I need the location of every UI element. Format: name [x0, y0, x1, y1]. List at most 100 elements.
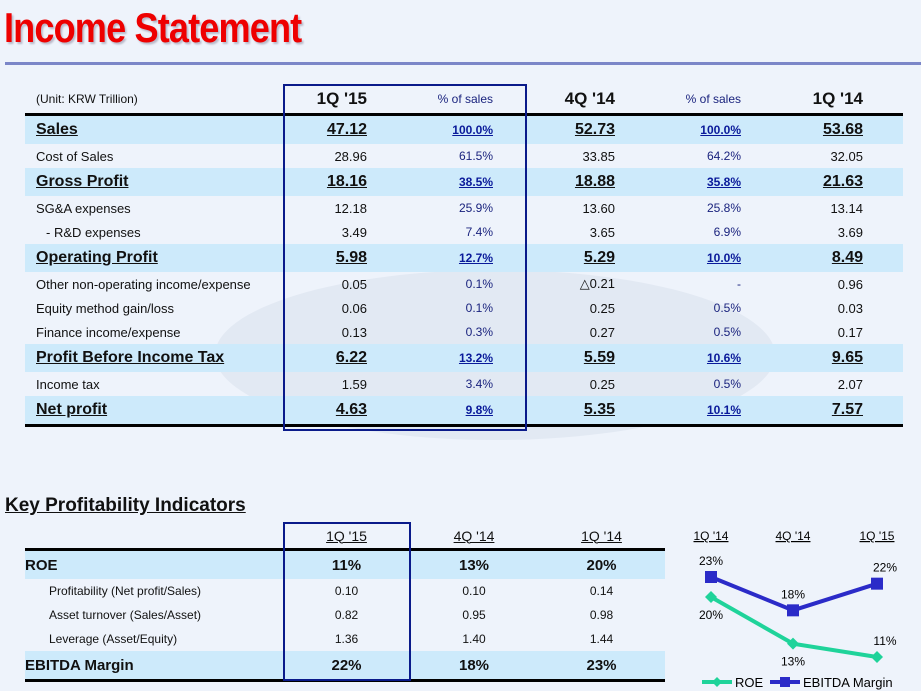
- income-statement-table: (Unit: KRW Trillion) 1Q '15% of sales 4Q '…: [25, 84, 903, 427]
- value-cell: △0.21: [579, 276, 615, 291]
- value-cell: 32.05: [830, 148, 863, 164]
- value-cell: 0.05: [341, 276, 367, 292]
- pct-of-sales-cell: 100.0%: [700, 123, 741, 137]
- value-cell: 6.22: [335, 349, 367, 366]
- pct-of-sales-cell: 12.7%: [458, 251, 493, 265]
- value-cell: 8.49: [831, 249, 863, 266]
- kpi-value-cell: 0.10: [462, 584, 486, 598]
- kpi-row: EBITDA Margin 22% 18% 23%: [25, 651, 665, 682]
- legend-label: ROE: [735, 675, 764, 690]
- data-label: 22%: [873, 561, 897, 575]
- data-point: [871, 651, 883, 663]
- kpi-value-cell: 22%: [283, 651, 410, 682]
- value-cell: 33.85: [582, 148, 615, 164]
- column-header: 4Q '14: [529, 84, 655, 116]
- value-cell: 3.49: [341, 224, 367, 240]
- data-point: [705, 571, 717, 583]
- value-cell: 47.12: [326, 121, 367, 138]
- value-cell: 9.65: [831, 349, 863, 366]
- pct-of-sales-cell: 0.1%: [465, 277, 493, 291]
- table-row: Other non-operating income/expense 0.05 0.…: [25, 272, 903, 296]
- kpi-row: Leverage (Asset/Equity) 1.36 1.40 1.44: [25, 627, 665, 651]
- table-row: SG&A expenses 12.18 25.9% 13.60 25.8% 13.14: [25, 196, 903, 220]
- kpi-value-cell: 1.44: [589, 632, 614, 646]
- kpi-row-label: Profitability (Net profit/Sales): [49, 584, 202, 598]
- kpi-title: Key Profitability Indicators: [5, 495, 246, 516]
- value-cell: 0.06: [341, 300, 367, 316]
- pct-of-sales-cell: 38.5%: [458, 175, 493, 189]
- x-tick-label: 1Q '15: [860, 529, 895, 543]
- kpi-value-cell: 0.95: [462, 608, 486, 622]
- row-label: Profit Before Income Tax: [36, 349, 225, 366]
- unit-label: (Unit: KRW Trillion): [25, 84, 283, 116]
- table-row: Operating Profit 5.98 12.7% 5.29 10.0% 8.49: [25, 244, 903, 272]
- kpi-row-label: Asset turnover (Sales/Asset): [49, 608, 202, 622]
- table-row: Equity method gain/loss 0.06 0.1% 0.25 0.5% 0…: [25, 296, 903, 320]
- x-tick-label: 4Q '14: [776, 529, 811, 543]
- table-row: Sales 47.12 100.0% 52.73 100.0% 53.68: [25, 114, 903, 144]
- value-cell: 0.96: [837, 276, 863, 292]
- data-point: [787, 637, 799, 650]
- row-label: Finance income/expense: [36, 324, 181, 340]
- value-cell: 28.96: [334, 148, 367, 164]
- kpi-column-header: 1Q '14: [538, 523, 665, 551]
- kpi-row-label: Leverage (Asset/Equity): [49, 632, 178, 646]
- title-divider: [5, 62, 921, 65]
- kpi-value-cell: 11%: [331, 556, 362, 574]
- kpi-value-cell: 1.36: [334, 632, 359, 646]
- data-label: 23%: [699, 554, 723, 568]
- pct-of-sales-cell: 9.8%: [410, 396, 529, 427]
- pct-of-sales-cell: 10.1%: [655, 396, 780, 427]
- kpi-value-cell: 13%: [458, 556, 490, 574]
- value-cell: 0.25: [589, 376, 615, 392]
- value-cell: 2.07: [837, 376, 863, 392]
- legend-label: EBITDA Margin: [803, 675, 893, 690]
- kpi-value-cell: 20%: [586, 556, 617, 574]
- table-row: Profit Before Income Tax 6.22 13.2% 5.59 10.…: [25, 344, 903, 372]
- x-tick-label: 1Q '14: [694, 529, 729, 543]
- pct-of-sales-cell: 0.3%: [465, 325, 493, 339]
- data-label: 13%: [781, 655, 805, 669]
- pct-of-sales-cell: 10.0%: [706, 251, 741, 265]
- value-cell: 1.59: [341, 376, 367, 392]
- pct-of-sales-cell: 25.8%: [706, 201, 741, 215]
- value-cell: 13.14: [830, 200, 863, 216]
- value-cell: 5.29: [583, 249, 615, 266]
- kpi-column-header: 4Q '14: [410, 523, 538, 551]
- kpi-value-cell: 18%: [410, 651, 538, 682]
- kpi-value-cell: 0.98: [589, 608, 614, 622]
- value-cell: 53.68: [822, 121, 863, 138]
- kpi-value-cell: 23%: [538, 651, 665, 682]
- page-title: Income Statement: [4, 4, 302, 51]
- row-label: Operating Profit: [36, 249, 158, 266]
- value-cell: 7.57: [780, 396, 903, 427]
- value-cell: 21.63: [822, 173, 863, 190]
- value-cell: 4.63: [283, 396, 410, 427]
- kpi-row-label: EBITDA Margin: [25, 651, 283, 682]
- kpi-row: Asset turnover (Sales/Asset) 0.82 0.95 0.98: [25, 603, 665, 627]
- row-label: Income tax: [36, 376, 100, 392]
- data-point: [705, 591, 717, 603]
- kpi-header-row: 1Q '15 4Q '14 1Q '14: [25, 523, 665, 551]
- data-label: 20%: [699, 608, 723, 622]
- value-cell: 0.25: [589, 300, 615, 316]
- row-label: Sales: [36, 121, 78, 138]
- pct-of-sales-cell: 0.5%: [713, 377, 741, 391]
- row-label: Equity method gain/loss: [36, 300, 175, 316]
- column-header: % of sales: [410, 84, 529, 116]
- column-header: 1Q '15: [283, 84, 410, 116]
- row-label: Other non-operating income/expense: [36, 276, 251, 292]
- column-header: 1Q '14: [780, 84, 903, 116]
- pct-of-sales-cell: 64.2%: [706, 149, 741, 163]
- value-cell: 52.73: [574, 121, 615, 138]
- row-label: Cost of Sales: [36, 148, 114, 164]
- kpi-value-cell: 1.40: [462, 632, 486, 646]
- pct-of-sales-cell: 7.4%: [465, 225, 493, 239]
- pct-of-sales-cell: 6.9%: [713, 225, 741, 239]
- empty-header: [25, 523, 283, 551]
- value-cell: 18.88: [574, 173, 615, 190]
- value-cell: 0.13: [341, 324, 367, 340]
- legend-marker: [780, 677, 790, 687]
- value-cell: 5.98: [335, 249, 367, 266]
- kpi-value-cell: 0.82: [334, 608, 359, 622]
